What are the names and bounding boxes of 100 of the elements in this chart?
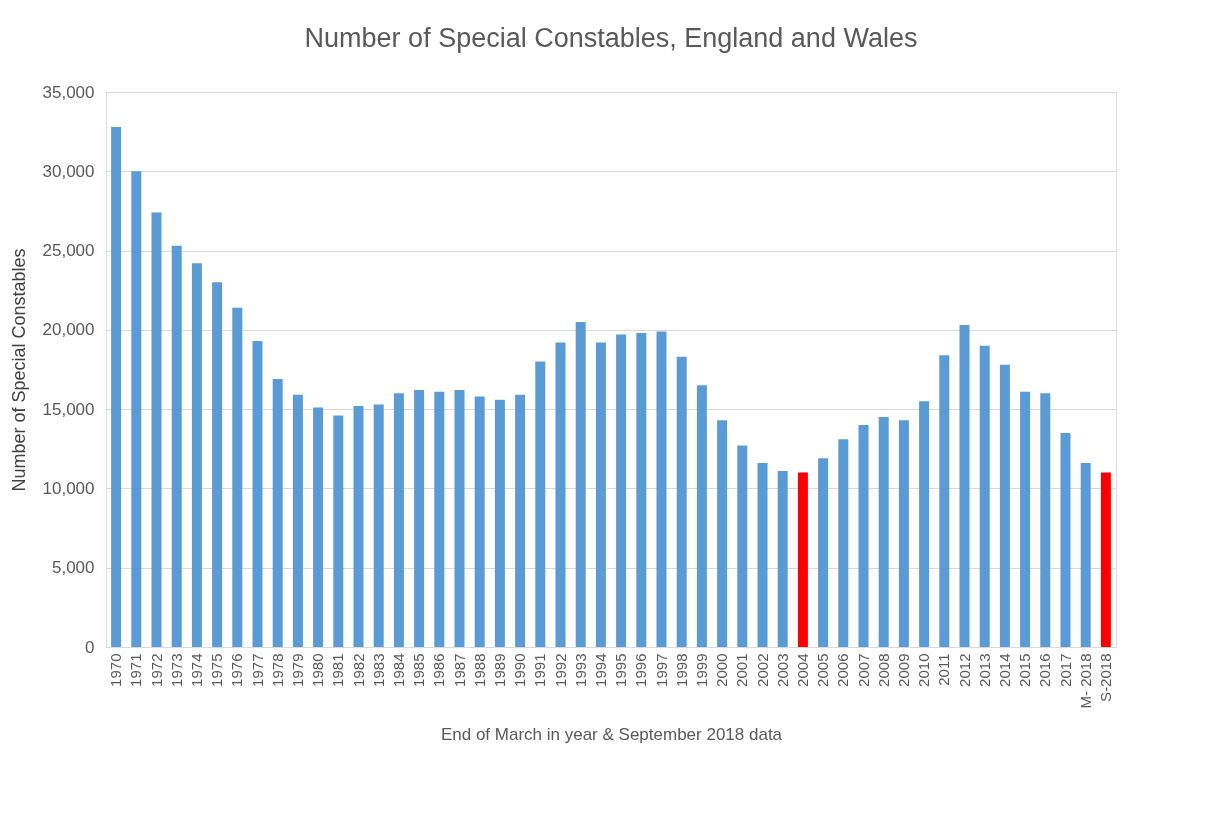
x-tick-label: 1989 [490,653,508,687]
x-tick-label: 2014 [995,653,1013,687]
x-tick-label: 2002 [753,653,771,687]
x-tick-label: 1976 [228,653,246,687]
x-tick-label: 1992 [551,653,569,687]
y-tick-label: 15,000 [42,399,95,419]
x-tick-label: 1980 [309,653,327,687]
y-tick-label: 25,000 [42,241,95,261]
x-tick-label: M- 2018 [1076,653,1094,709]
bar [878,417,889,647]
x-tick-label: 2006 [834,653,852,687]
bar [1100,472,1111,647]
bar [939,355,950,647]
bar [818,458,829,647]
x-tick-label: 2015 [1016,653,1034,687]
bar [898,420,909,647]
bar [131,171,142,647]
bar [757,463,768,647]
x-tick-label: 2016 [1036,653,1054,687]
x-tick-label: 2017 [1056,653,1074,687]
bar [616,334,627,647]
x-tick-label: 2000 [713,653,731,687]
y-axis-title: Number of Special Constables [8,248,29,492]
bar [636,333,647,647]
bar [919,401,930,647]
bar [292,394,303,647]
bar [535,361,546,647]
bar [111,126,122,647]
bar [595,342,606,647]
bar [151,212,162,647]
x-tick-label: 2012 [955,653,973,687]
y-tick-label: 10,000 [42,478,95,498]
x-tick-label: 2001 [733,653,751,687]
x-tick-label: 2010 [915,653,933,687]
x-tick-label: 1975 [208,653,226,687]
bar [838,439,849,647]
x-tick-label: 1981 [329,653,347,687]
x-tick-label: 1996 [632,653,650,687]
x-tick-label: 1994 [591,653,609,687]
x-tick-label: 1991 [531,653,549,687]
bar [1080,463,1091,647]
x-tick-label: 1984 [389,653,407,687]
bar [454,390,465,647]
bar [1020,391,1031,647]
bar [212,282,223,647]
x-tick-label: 1972 [147,653,165,687]
x-tick-label: 1997 [652,653,670,687]
bar [696,385,707,647]
bar [717,420,728,647]
x-tick-label: 1986 [430,653,448,687]
y-tick-label: 35,000 [42,82,95,102]
bar [434,391,445,647]
bar [515,394,526,647]
bar [979,345,990,647]
x-tick-label: 1999 [692,653,710,687]
bar [777,470,788,647]
x-tick-label: 2004 [793,653,811,687]
x-tick-label: 2013 [975,653,993,687]
bar [272,379,283,647]
bar [656,331,667,647]
bar [858,425,869,647]
x-tick-label: 2003 [773,653,791,687]
bar [414,390,425,647]
x-tick-label: 1988 [470,653,488,687]
bar [676,356,687,647]
x-tick-label: 2009 [894,653,912,687]
bar [252,340,263,647]
x-tick-label: 1982 [349,653,367,687]
bar [959,325,970,647]
bar [797,472,808,647]
bar [171,245,182,647]
bar [494,399,505,647]
x-tick-label: 1971 [127,653,145,687]
x-tick-label: 1985 [410,653,428,687]
x-tick-label: 2008 [874,653,892,687]
x-tick-label: 1973 [167,653,185,687]
x-tick-label: S-2018 [1096,653,1114,702]
bar [393,393,404,647]
bar [373,404,384,647]
bar [333,415,344,647]
x-tick-label: 1983 [369,653,387,687]
x-axis-title: End of March in year & September 2018 data [440,724,783,744]
x-tick-label: 1974 [187,653,205,687]
x-tick-label: 1977 [248,653,266,687]
x-tick-label: 1998 [672,653,690,687]
x-tick-label: 1978 [268,653,286,687]
bar [191,263,202,647]
x-tick-label: 2005 [814,653,832,687]
chart-title: Number of Special Constables, England and Wales [304,23,918,53]
bar [575,321,586,647]
x-tick-label: 2007 [854,653,872,687]
x-tick-label: 1993 [571,653,589,687]
x-tick-label: 1990 [511,653,529,687]
bar [232,307,243,647]
x-tick-label: 1987 [450,653,468,687]
x-tick-label: 1979 [288,653,306,687]
y-tick-label: 30,000 [42,161,95,181]
x-tick-label: 1995 [612,653,630,687]
y-tick-label: 20,000 [42,320,95,340]
bar [555,342,566,647]
